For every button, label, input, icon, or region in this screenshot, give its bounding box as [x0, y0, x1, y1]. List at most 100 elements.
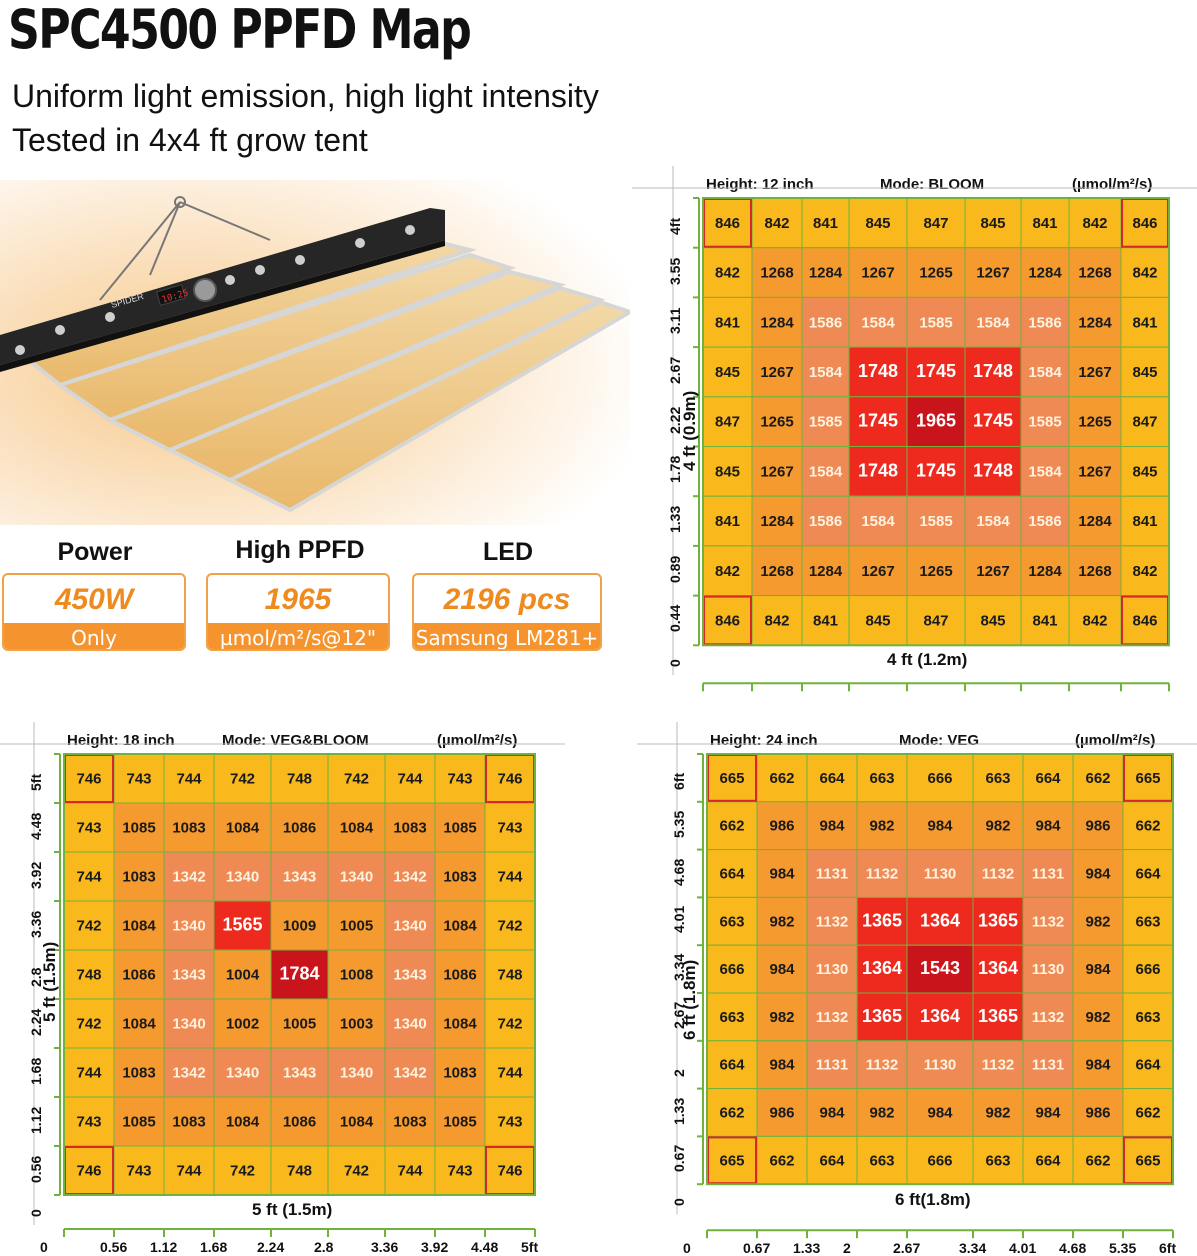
x-tick-label: 3.92	[421, 1239, 449, 1255]
heatmap-value-label: 984	[1035, 818, 1061, 835]
spec-card-led: 2196 pcs Samsung LM281+	[412, 573, 602, 651]
heatmap-value-label: 1584	[861, 513, 895, 530]
heatmap-cell	[706, 992, 758, 1042]
heatmap-value-label: 665	[719, 1152, 744, 1169]
heatmap-value-label: 666	[927, 770, 952, 787]
heatmap-value-label: 665	[1135, 1152, 1160, 1169]
y-tick-label: 0	[671, 1198, 687, 1207]
heatmap-cell	[327, 998, 386, 1049]
heatmap-value-label: 1265	[1078, 414, 1111, 431]
heatmap-value-label: 663	[1135, 913, 1160, 930]
heatmap-value-label: 663	[985, 1152, 1010, 1169]
heatmap-cell	[1072, 1135, 1124, 1185]
heatmap-value-label: 663	[719, 1009, 744, 1026]
heatmap-value-label: 1267	[1078, 364, 1111, 381]
heatmap-value-label: 662	[1085, 1152, 1110, 1169]
heatmap-cell	[856, 801, 908, 851]
heatmap-value-label: 1340	[340, 869, 373, 886]
heatmap-cell	[756, 1135, 808, 1185]
y-tick-label: 5ft	[28, 773, 44, 791]
y-tick-label: 2	[671, 1068, 687, 1077]
heatmap-value-label: 1365	[862, 1006, 902, 1026]
heatmap-value-label: 984	[1085, 961, 1111, 978]
spec-value-ppfd: 1965	[264, 583, 332, 616]
heatmap-value-label: 984	[819, 818, 845, 835]
heatmap-value-label: 1267	[976, 265, 1009, 282]
heatmap-cell	[856, 1040, 908, 1090]
x-tick-label: 4.01	[1009, 1240, 1037, 1256]
heatmap-value-label: 1745	[916, 460, 956, 480]
heatmap-cell	[906, 296, 966, 348]
y-tick-label: 3.92	[28, 861, 44, 889]
heatmap-cell	[434, 900, 486, 951]
x-axis-title: 5 ft (1.5m)	[252, 1200, 333, 1219]
heatmap-cell	[434, 753, 486, 804]
heatmap-value-label: 664	[719, 866, 745, 883]
heatmap-value-label: 1342	[393, 1065, 426, 1082]
heatmap-cell	[163, 900, 215, 951]
heatmap-value-label: 1008	[340, 967, 373, 984]
heatmap-cell	[484, 900, 536, 951]
heatmap-value-label: 1083	[122, 869, 155, 886]
heatmap-value-label: 1365	[978, 1006, 1018, 1026]
heatmap-cell	[756, 944, 808, 994]
heatmap-cell	[113, 753, 165, 804]
heatmap-value-label: 1085	[122, 1114, 155, 1131]
x-tick-label: 0.67	[743, 1240, 771, 1256]
heatmap-cell	[1120, 495, 1170, 547]
heatmap-value-label: 1365	[978, 910, 1018, 930]
heatmap-cell	[1068, 545, 1122, 597]
ppfd-map-12-inch: Height: 12 inch Mode: BLOOM (µmol/m²/s) …	[632, 166, 1197, 692]
heatmap-value-label: 1748	[858, 361, 898, 381]
heatmap-value-label: 1267	[861, 265, 894, 282]
heatmap-cell	[751, 446, 803, 497]
heatmap-cell	[113, 998, 165, 1049]
heatmap-value-label: 742	[497, 918, 522, 935]
heatmap-value-label: 1343	[283, 869, 316, 886]
heatmap-cell	[756, 753, 808, 803]
heatmap-value-label: 748	[287, 771, 312, 788]
y-tick-label: 2.22	[667, 406, 683, 434]
map-mode-label: Mode: BLOOM	[880, 176, 985, 193]
heatmap-cell	[1072, 896, 1124, 946]
heatmap-value-label: 846	[715, 612, 740, 629]
heatmap-value-label: 666	[719, 961, 744, 978]
heatmap-cell	[270, 998, 329, 1049]
heatmap-value-label: 748	[497, 967, 522, 984]
y-tick-label: 6ft	[671, 772, 687, 790]
heatmap-value-label: 1340	[393, 1016, 426, 1033]
heatmap-value-label: 1745	[973, 411, 1013, 431]
heatmap-value-label: 1268	[1078, 563, 1111, 580]
heatmap-value-label: 984	[927, 1105, 953, 1122]
spec-note-led: Samsung LM281+	[414, 623, 600, 649]
heatmap-value-label: 1083	[393, 820, 426, 837]
y-tick-label: 1.68	[28, 1057, 44, 1085]
heatmap-value-label: 662	[1085, 770, 1110, 787]
heatmap-value-label: 1131	[1032, 1057, 1065, 1074]
heatmap-value-label: 1365	[862, 910, 902, 930]
heatmap-cell	[906, 896, 974, 946]
heatmap-value-label: 1083	[443, 1065, 476, 1082]
heatmap-value-label: 982	[769, 913, 794, 930]
heatmap-value-label: 842	[715, 563, 740, 580]
heatmap-value-label: 847	[715, 414, 740, 431]
heatmap-value-label: 1267	[976, 563, 1009, 580]
heatmap-value-label: 742	[497, 1016, 522, 1033]
heatmap-cell	[964, 446, 1022, 497]
heatmap-value-label: 841	[813, 215, 838, 232]
heatmap-value-label: 1265	[919, 265, 952, 282]
heatmap-value-label: 662	[769, 1152, 794, 1169]
heatmap-cell	[213, 1096, 272, 1147]
map-height-label: Height: 18 inch	[67, 732, 175, 749]
heatmap-value-label: 742	[230, 1163, 255, 1180]
heatmap-value-label: 1565	[222, 915, 262, 935]
heatmap-value-label: 1585	[919, 513, 952, 530]
heatmap-cell	[906, 595, 966, 646]
heatmap-value-label: 986	[769, 1105, 794, 1122]
heatmap-value-label: 845	[1132, 463, 1157, 480]
heatmap-cell	[163, 949, 215, 1000]
heatmap-cell	[1068, 396, 1122, 448]
heatmap-cell	[964, 495, 1022, 547]
heatmap-value-label: 1132	[982, 1057, 1015, 1074]
heatmap-cell	[270, 900, 329, 951]
